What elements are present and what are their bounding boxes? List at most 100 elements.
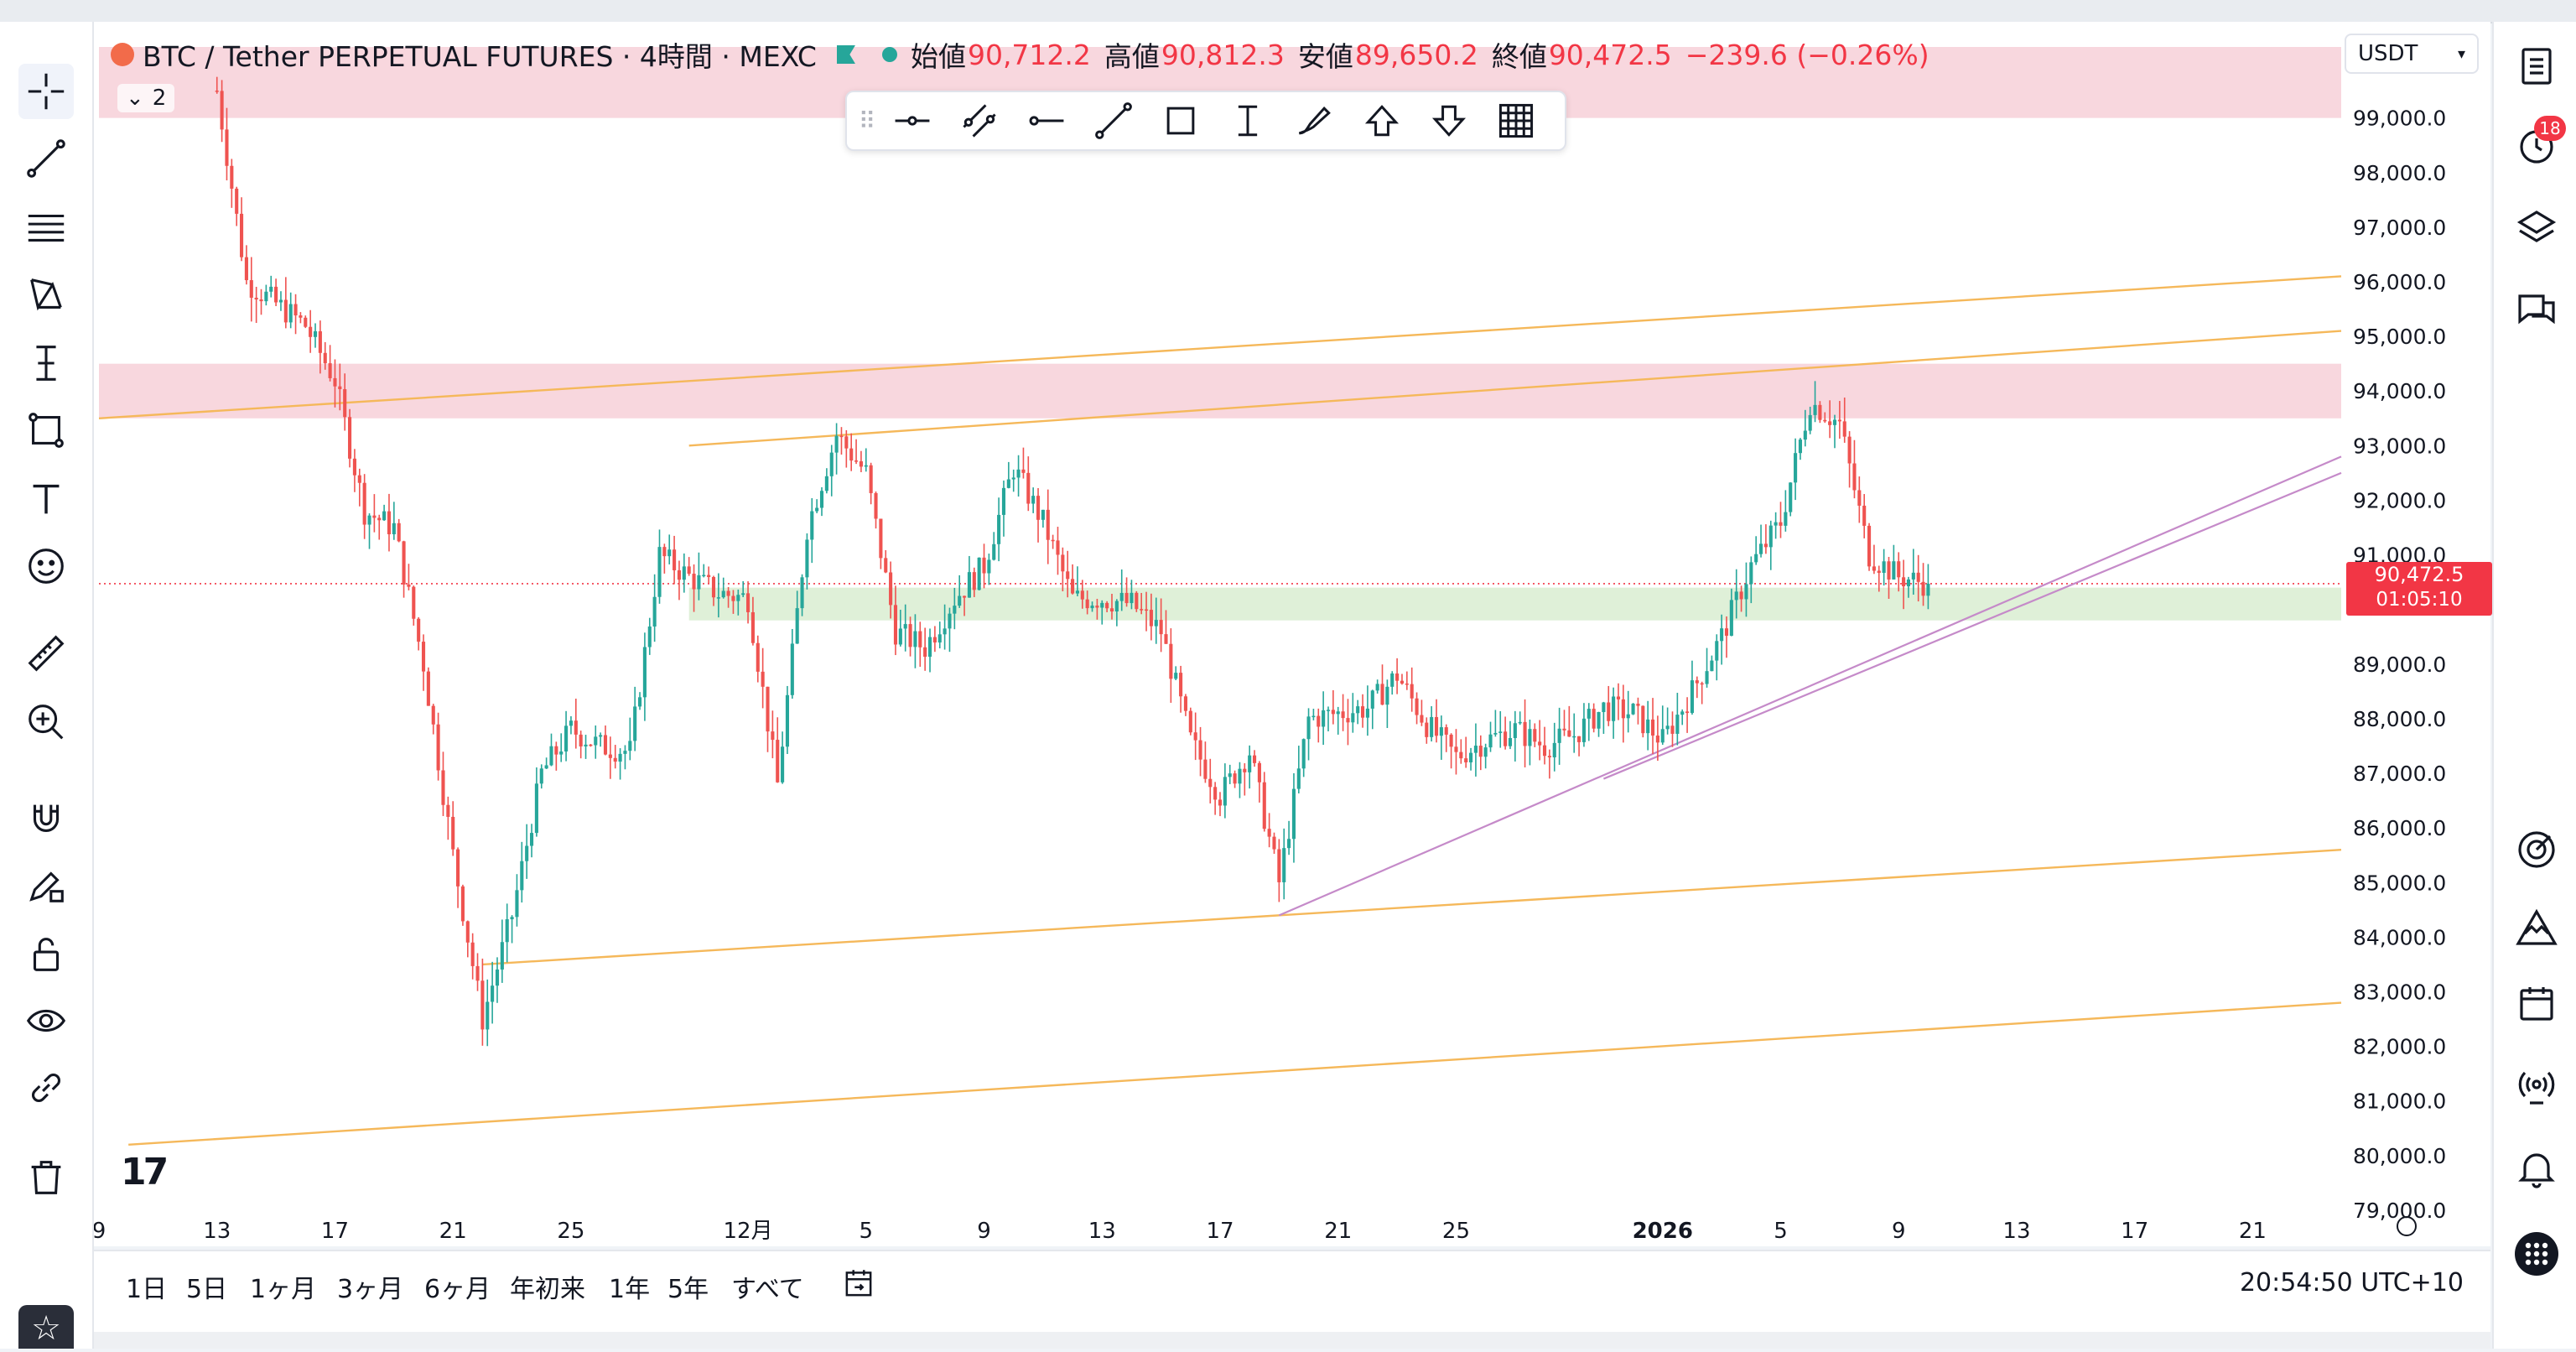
range-6m-button[interactable]: 6ヶ月 bbox=[424, 1275, 491, 1304]
candle-body bbox=[1066, 571, 1070, 580]
candle-body bbox=[1695, 680, 1699, 684]
indicator-toggle[interactable]: ⌄ 2 bbox=[117, 84, 175, 112]
layers-icon[interactable] bbox=[2509, 200, 2564, 255]
candle-body bbox=[372, 515, 377, 518]
candle-body bbox=[937, 634, 942, 643]
candle-body bbox=[1370, 690, 1374, 709]
broadcast-icon[interactable] bbox=[2509, 1058, 2564, 1114]
candle-body bbox=[529, 833, 534, 846]
brush-icon[interactable] bbox=[1281, 96, 1348, 146]
emoji-icon[interactable] bbox=[18, 538, 74, 594]
bar-countdown: 01:05:10 bbox=[2376, 589, 2463, 611]
trash-icon[interactable] bbox=[18, 1149, 74, 1204]
horizontal-line-icon[interactable] bbox=[1013, 96, 1080, 146]
candle-body bbox=[1744, 584, 1748, 600]
clock[interactable]: 20:54:50 UTC+10 bbox=[2239, 1268, 2464, 1297]
candle-body bbox=[1006, 479, 1010, 488]
price-chart[interactable]: 79,000.0 80,000.0 81,000.0 82,000.0 83,000.0… bbox=[94, 22, 2490, 1246]
candle-body bbox=[834, 435, 839, 453]
apps-icon[interactable] bbox=[2509, 1226, 2564, 1282]
arrow-up-icon[interactable] bbox=[1348, 96, 1415, 146]
range-1d-button[interactable]: 1日 bbox=[126, 1275, 168, 1304]
xabcd-pattern-icon[interactable] bbox=[18, 267, 74, 322]
candle-body bbox=[1198, 740, 1202, 760]
lock-icon[interactable] bbox=[18, 926, 74, 981]
grid-icon[interactable] bbox=[1483, 96, 1550, 146]
trend-line-icon[interactable] bbox=[1080, 96, 1147, 146]
link-icon[interactable] bbox=[18, 1060, 74, 1115]
target-icon[interactable] bbox=[2509, 822, 2564, 877]
price-range-icon[interactable] bbox=[1214, 96, 1281, 146]
y-tick-label: 80,000.0 bbox=[2353, 1144, 2446, 1168]
zoom-in-icon[interactable] bbox=[18, 694, 74, 750]
range-3m-button[interactable]: 3ヶ月 bbox=[337, 1275, 404, 1304]
candle-body bbox=[1473, 746, 1478, 753]
eye-icon[interactable] bbox=[18, 993, 74, 1048]
candle-body bbox=[1813, 404, 1817, 415]
arrow-down-icon[interactable] bbox=[1415, 96, 1483, 146]
rectangle-icon[interactable] bbox=[18, 403, 74, 458]
chat-icon[interactable] bbox=[2509, 283, 2564, 339]
range-1y-button[interactable]: 1年 bbox=[609, 1275, 651, 1304]
candle-body bbox=[520, 861, 524, 891]
range-5d-button[interactable]: 5日 bbox=[186, 1275, 228, 1304]
candle-body bbox=[1341, 711, 1345, 719]
candle-body bbox=[1832, 419, 1837, 425]
magnet-icon[interactable] bbox=[18, 790, 74, 845]
candle-body bbox=[1498, 731, 1503, 733]
candle-body bbox=[1243, 768, 1247, 772]
bell-icon[interactable] bbox=[2509, 1141, 2564, 1196]
candle-body bbox=[790, 643, 794, 695]
range-all-button[interactable]: すべて bbox=[731, 1275, 804, 1304]
candle-body bbox=[1080, 590, 1084, 600]
long-position-icon[interactable] bbox=[18, 335, 74, 391]
candle-body bbox=[1779, 522, 1783, 526]
tradingview-logo: 17 bbox=[121, 1151, 169, 1193]
uptrend-line-2 bbox=[1602, 471, 2342, 780]
candle-body bbox=[1075, 590, 1079, 594]
candle-body bbox=[1430, 716, 1434, 737]
fib-retracement-icon[interactable] bbox=[18, 200, 74, 255]
candle-body bbox=[1508, 737, 1513, 746]
favorite-star-icon[interactable]: ☆ bbox=[18, 1305, 74, 1349]
candle-body bbox=[387, 511, 392, 535]
watchlist-icon[interactable] bbox=[2509, 39, 2564, 94]
currency-selector[interactable]: USDT ▾ bbox=[2345, 34, 2479, 74]
candle-body bbox=[1700, 683, 1704, 685]
trend-line-icon[interactable] bbox=[18, 131, 74, 186]
range-5y-button[interactable]: 5年 bbox=[667, 1275, 709, 1304]
y-tick-label: 96,000.0 bbox=[2353, 270, 2446, 294]
pencil-lock-icon[interactable] bbox=[18, 857, 74, 913]
calendar-icon[interactable] bbox=[2509, 976, 2564, 1032]
axis-settings-icon[interactable] bbox=[2397, 1216, 2417, 1236]
rectangle-icon[interactable] bbox=[1147, 96, 1214, 146]
candle-body bbox=[1660, 729, 1665, 743]
drag-handle-icon[interactable]: ⠿ bbox=[858, 107, 876, 135]
ideas-icon[interactable] bbox=[2509, 901, 2564, 956]
candle-body bbox=[771, 731, 775, 741]
symbol-title[interactable]: BTC / Tether PERPETUAL FUTURES · 4時間 · M… bbox=[143, 40, 817, 73]
candle-body bbox=[618, 753, 622, 762]
range-1m-button[interactable]: 1ヶ月 bbox=[250, 1275, 317, 1304]
ruler-icon[interactable] bbox=[18, 626, 74, 681]
candle-body bbox=[1768, 525, 1773, 548]
candle-body bbox=[525, 845, 529, 861]
horizontal-ray-icon[interactable] bbox=[879, 96, 946, 146]
candle-body bbox=[839, 435, 844, 438]
text-icon[interactable] bbox=[18, 471, 74, 527]
crosshair-icon[interactable] bbox=[18, 64, 74, 119]
go-to-date-icon[interactable] bbox=[840, 1265, 877, 1302]
candle-body bbox=[1105, 602, 1109, 609]
open-label: 始値 bbox=[910, 40, 966, 73]
candle-body bbox=[470, 942, 475, 966]
candle-body bbox=[510, 917, 514, 920]
candle-body bbox=[1504, 731, 1508, 746]
candle-body bbox=[1626, 714, 1630, 719]
candle-body bbox=[1223, 777, 1227, 806]
range-ytd-button[interactable]: 年初来 bbox=[510, 1275, 585, 1304]
parallel-channel-icon[interactable] bbox=[946, 96, 1013, 146]
candle-body bbox=[486, 1001, 490, 1030]
candle-body bbox=[697, 575, 701, 590]
chart-panel[interactable] bbox=[94, 22, 2490, 1246]
candle-body bbox=[1602, 702, 1606, 713]
